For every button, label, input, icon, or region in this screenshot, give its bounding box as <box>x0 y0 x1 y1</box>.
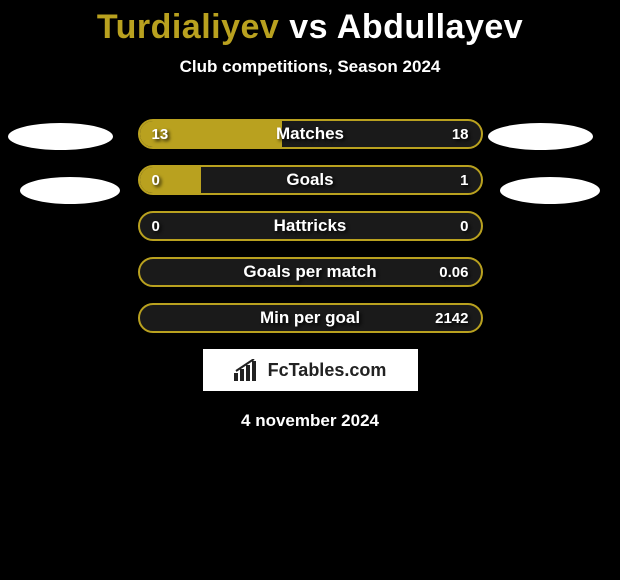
stat-bar: Min per goal2142 <box>138 303 483 333</box>
logo-text: FcTables.com <box>268 360 387 381</box>
player1-name: Turdialiyev <box>97 8 280 46</box>
page-title: Turdialiyev vs Abdullayev <box>0 0 620 47</box>
stat-bar-label: Goals per match <box>140 259 481 285</box>
stat-bar-label: Hattricks <box>140 213 481 239</box>
subtitle: Club competitions, Season 2024 <box>0 57 620 77</box>
stat-bar-right-value: 1 <box>460 167 468 193</box>
stat-bar-left-value: 0 <box>152 213 160 239</box>
side-ellipse-right-2 <box>488 123 593 150</box>
stat-bar-right-value: 18 <box>452 121 469 147</box>
stat-bar-left-value: 0 <box>152 167 160 193</box>
stat-bar: Matches13 18 <box>138 119 483 149</box>
logo-box: FcTables.com <box>203 349 418 391</box>
stat-bar-right-value: 0 <box>460 213 468 239</box>
date-text: 4 november 2024 <box>0 411 620 431</box>
player2-name: Abdullayev <box>337 8 523 46</box>
side-ellipse-left-0 <box>8 123 113 150</box>
stat-bar-label: Min per goal <box>140 305 481 331</box>
stat-bar: Goals0 1 <box>138 165 483 195</box>
stats-bars: Matches1318Goals01Hattricks00Goals per m… <box>0 119 620 333</box>
stat-bar-label: Goals <box>140 167 481 193</box>
bar-chart-icon <box>234 359 262 381</box>
side-ellipse-right-3 <box>500 177 600 204</box>
stat-bar-left-value: 13 <box>152 121 169 147</box>
stat-bar-right-value: 0.06 <box>439 259 468 285</box>
side-ellipse-left-1 <box>20 177 120 204</box>
vs-text: vs <box>279 8 336 46</box>
stat-bar: Hattricks0 0 <box>138 211 483 241</box>
stat-bar-right-value: 2142 <box>435 305 468 331</box>
stat-bar: Goals per match0.06 <box>138 257 483 287</box>
stat-bar-label: Matches <box>140 121 481 147</box>
